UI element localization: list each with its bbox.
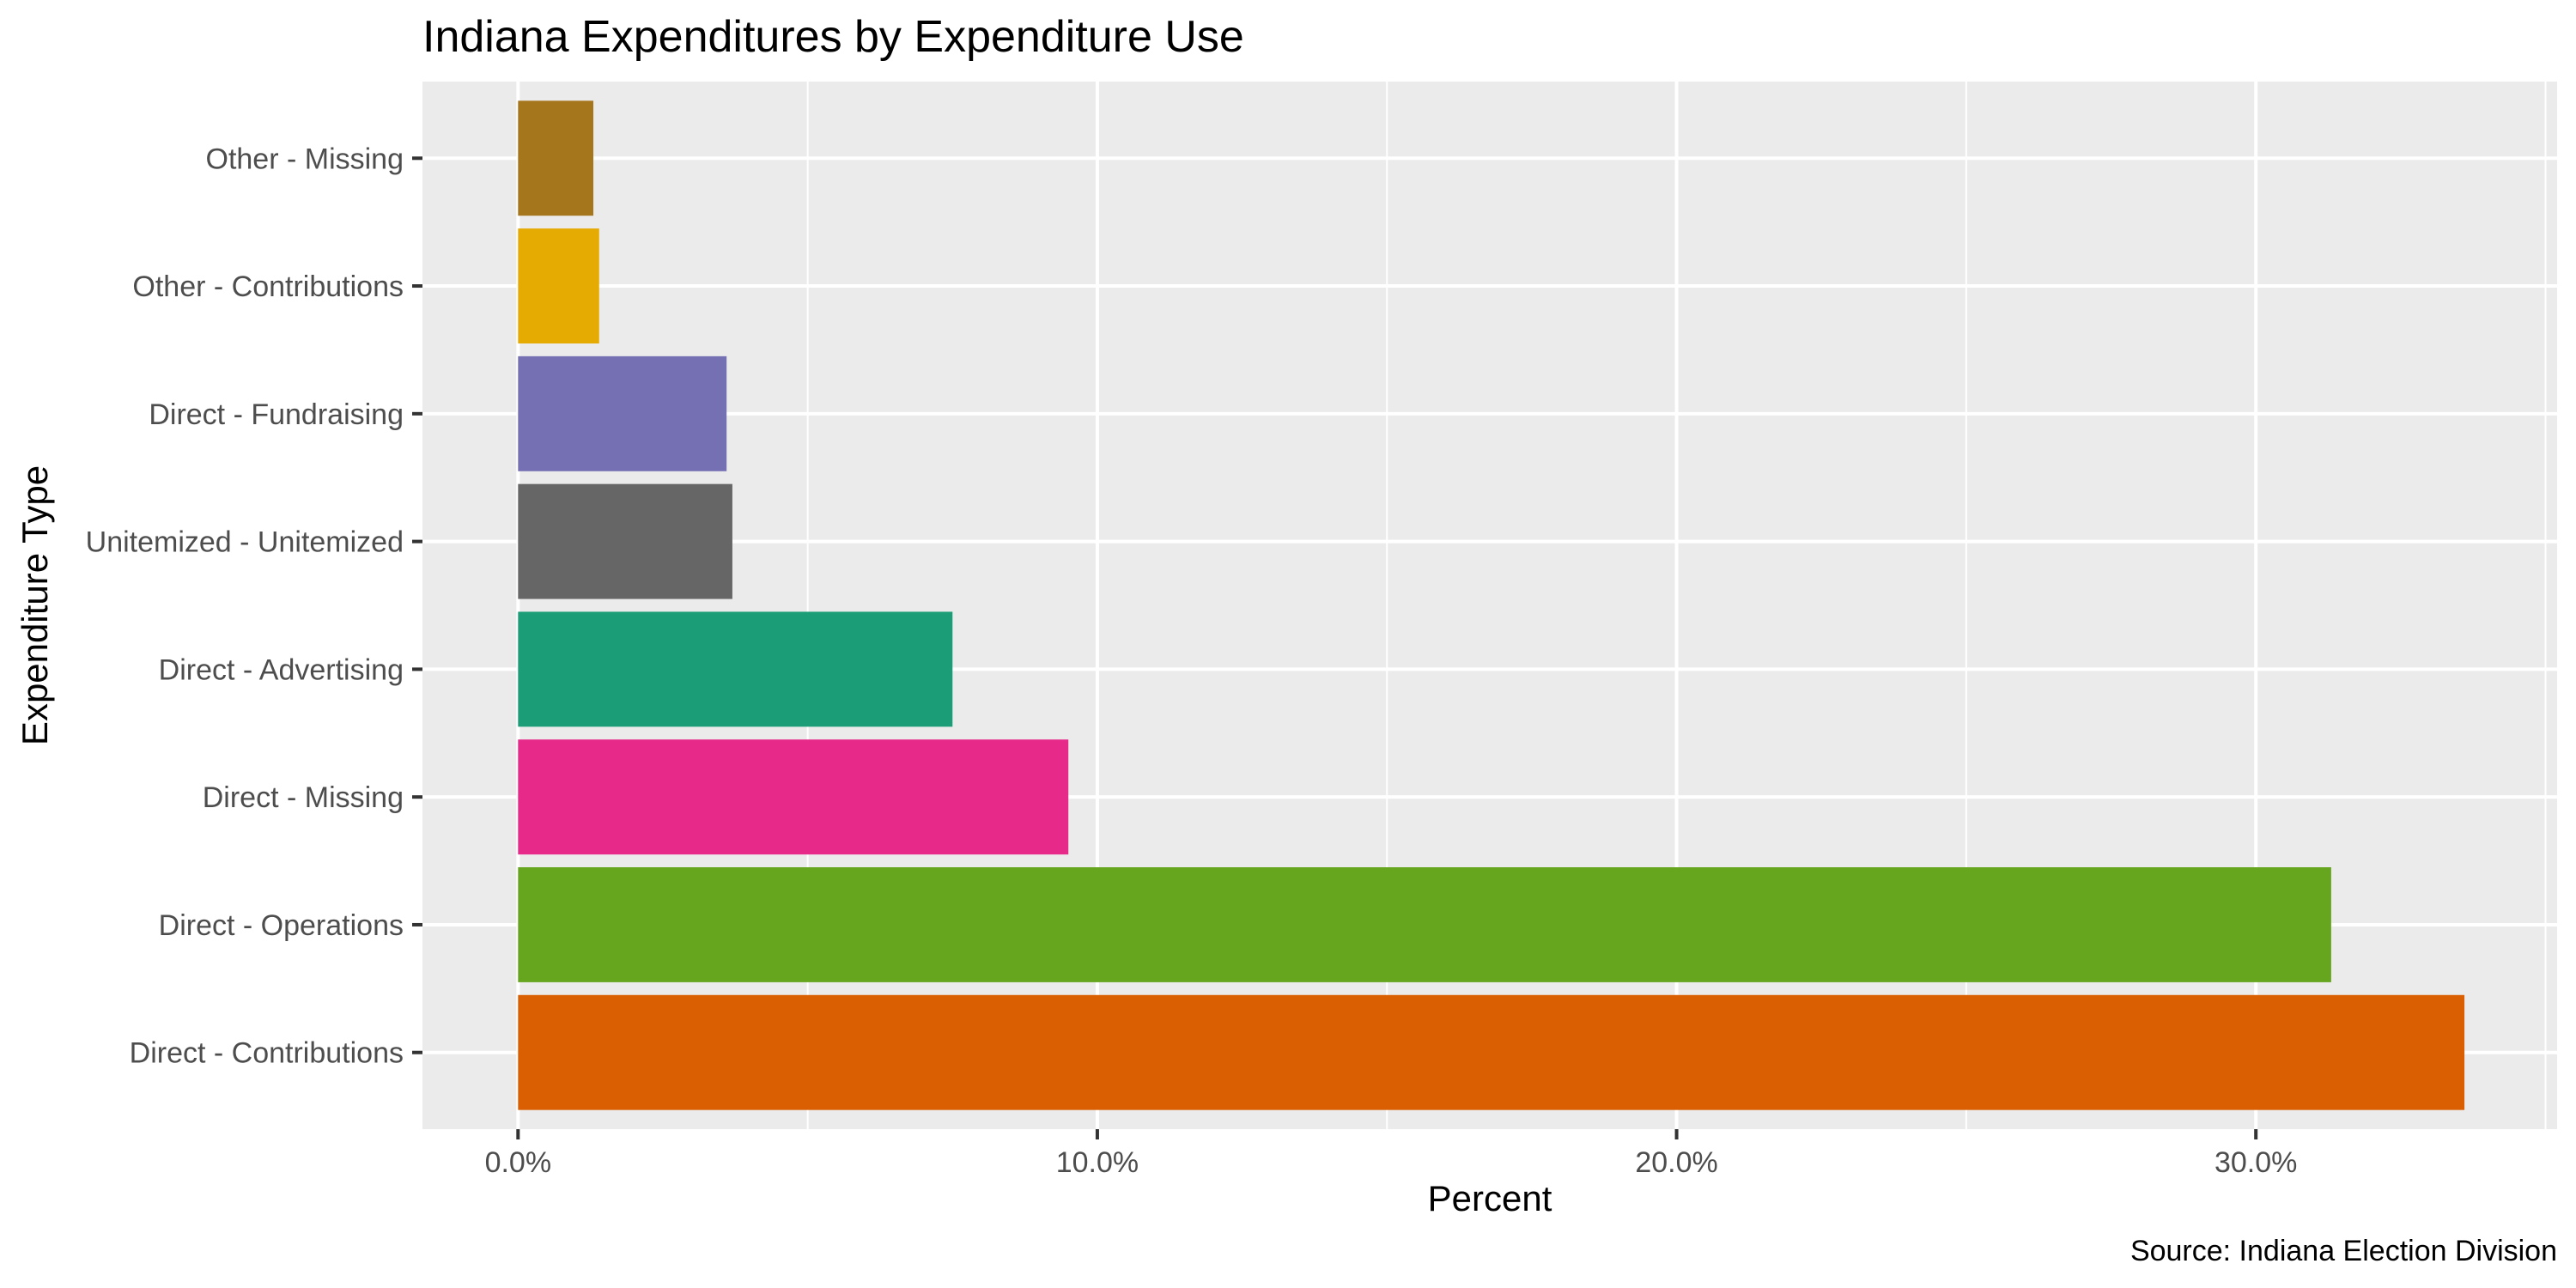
x-tick-label: 10.0% xyxy=(1056,1146,1139,1179)
x-tick-label: 0.0% xyxy=(485,1146,552,1179)
bar-unitemized-unitemized xyxy=(518,483,732,599)
y-tick-label: Direct - Missing xyxy=(203,781,404,814)
y-tick-label: Direct - Operations xyxy=(159,909,404,942)
y-tick-label: Direct - Advertising xyxy=(159,653,404,686)
y-tick-label: Other - Contributions xyxy=(132,270,404,303)
y-tick-label: Unitemized - Unitemized xyxy=(86,526,404,559)
y-axis: Direct - Contributions Direct - Operation… xyxy=(86,143,422,1070)
bars xyxy=(518,100,2465,1110)
x-axis: 0.0% 10.0% 20.0% 30.0% xyxy=(485,1129,2297,1179)
y-tick-label: Other - Missing xyxy=(206,143,404,175)
chart-title: Indiana Expenditures by Expenditure Use xyxy=(422,12,1244,62)
x-tick-label: 30.0% xyxy=(2215,1146,2297,1179)
chart-caption: Source: Indiana Election Division xyxy=(2130,1235,2557,1267)
bar-direct-advertising xyxy=(518,611,953,727)
x-axis-title: Percent xyxy=(1428,1178,1552,1218)
bar-direct-contributions xyxy=(518,994,2465,1110)
bar-direct-fundraising xyxy=(518,355,727,471)
bar-direct-operations xyxy=(518,867,2331,982)
y-tick-label: Direct - Contributions xyxy=(130,1037,404,1070)
bar-other-contributions xyxy=(518,228,599,343)
y-axis-title: Expenditure Type xyxy=(15,465,55,745)
bar-other-missing xyxy=(518,100,594,216)
y-tick-label: Direct - Fundraising xyxy=(149,398,404,431)
bar-direct-missing xyxy=(518,739,1069,855)
x-tick-label: 20.0% xyxy=(1635,1146,1717,1179)
